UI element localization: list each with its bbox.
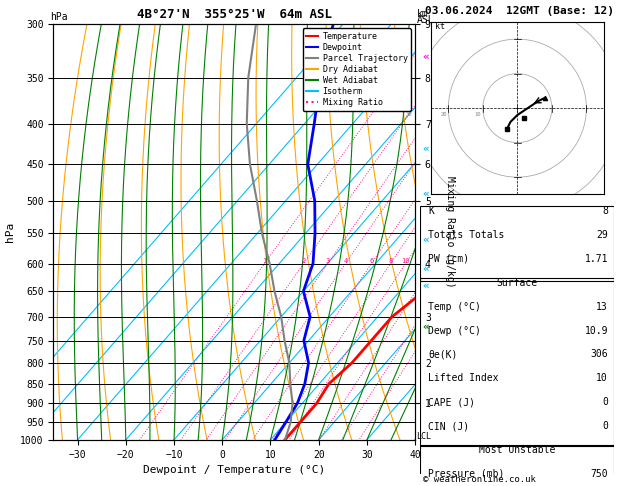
Text: 30: 30 (406, 112, 412, 117)
Text: 1.71: 1.71 (584, 254, 608, 264)
Text: kt: kt (435, 22, 445, 31)
Text: 0: 0 (602, 421, 608, 431)
Y-axis label: Mixing Ratio (g/kg): Mixing Ratio (g/kg) (445, 176, 455, 288)
Text: 6: 6 (369, 258, 374, 263)
Bar (420, 278, 614, 446)
Text: 10.9: 10.9 (584, 326, 608, 335)
X-axis label: Dewpoint / Temperature (°C): Dewpoint / Temperature (°C) (143, 465, 325, 475)
Text: «: « (423, 264, 430, 274)
Text: «: « (423, 321, 430, 331)
Y-axis label: hPa: hPa (4, 222, 14, 242)
Text: 1: 1 (262, 258, 267, 263)
Text: 10: 10 (596, 373, 608, 383)
Text: CAPE (J): CAPE (J) (428, 397, 475, 407)
Text: Totals Totals: Totals Totals (428, 230, 504, 240)
Text: 13: 13 (596, 302, 608, 312)
Text: 2: 2 (301, 258, 306, 263)
Text: 3: 3 (326, 258, 330, 263)
Text: 10: 10 (475, 112, 481, 117)
Text: Dewp (°C): Dewp (°C) (428, 326, 481, 335)
Text: © weatheronline.co.uk: © weatheronline.co.uk (423, 475, 536, 484)
Text: 20: 20 (440, 112, 447, 117)
Text: km: km (417, 9, 429, 18)
Text: «: « (423, 281, 430, 291)
Text: 0: 0 (602, 397, 608, 407)
Text: 4: 4 (343, 258, 348, 263)
Text: 8: 8 (388, 258, 392, 263)
Text: Most Unstable: Most Unstable (479, 445, 555, 455)
Text: hPa: hPa (50, 12, 68, 22)
Text: 750: 750 (591, 469, 608, 479)
Text: K: K (428, 206, 434, 216)
Legend: Temperature, Dewpoint, Parcel Trajectory, Dry Adiabat, Wet Adiabat, Isotherm, Mi: Temperature, Dewpoint, Parcel Trajectory… (303, 29, 411, 111)
Text: Temp (°C): Temp (°C) (428, 302, 481, 312)
Text: Lifted Index: Lifted Index (428, 373, 498, 383)
Text: Pressure (mb): Pressure (mb) (428, 469, 504, 479)
Text: Surface: Surface (496, 278, 538, 288)
Text: 03.06.2024  12GMT (Base: 12): 03.06.2024 12GMT (Base: 12) (425, 6, 613, 16)
Text: «: « (423, 189, 430, 199)
Text: 10: 10 (401, 258, 410, 263)
Text: θe(K): θe(K) (428, 349, 457, 360)
Text: PW (cm): PW (cm) (428, 254, 469, 264)
Text: ASL: ASL (417, 16, 435, 25)
Text: 4B°27'N  355°25'W  64m ASL: 4B°27'N 355°25'W 64m ASL (136, 8, 332, 21)
Text: CIN (J): CIN (J) (428, 421, 469, 431)
Text: 8: 8 (602, 206, 608, 216)
Text: 29: 29 (596, 230, 608, 240)
Bar (420, 445, 614, 486)
Text: «: « (423, 52, 430, 62)
Text: LCL: LCL (416, 432, 431, 441)
Text: 306: 306 (591, 349, 608, 360)
Text: «: « (423, 143, 430, 154)
Bar (420, 206, 614, 280)
Text: «: « (423, 235, 430, 245)
